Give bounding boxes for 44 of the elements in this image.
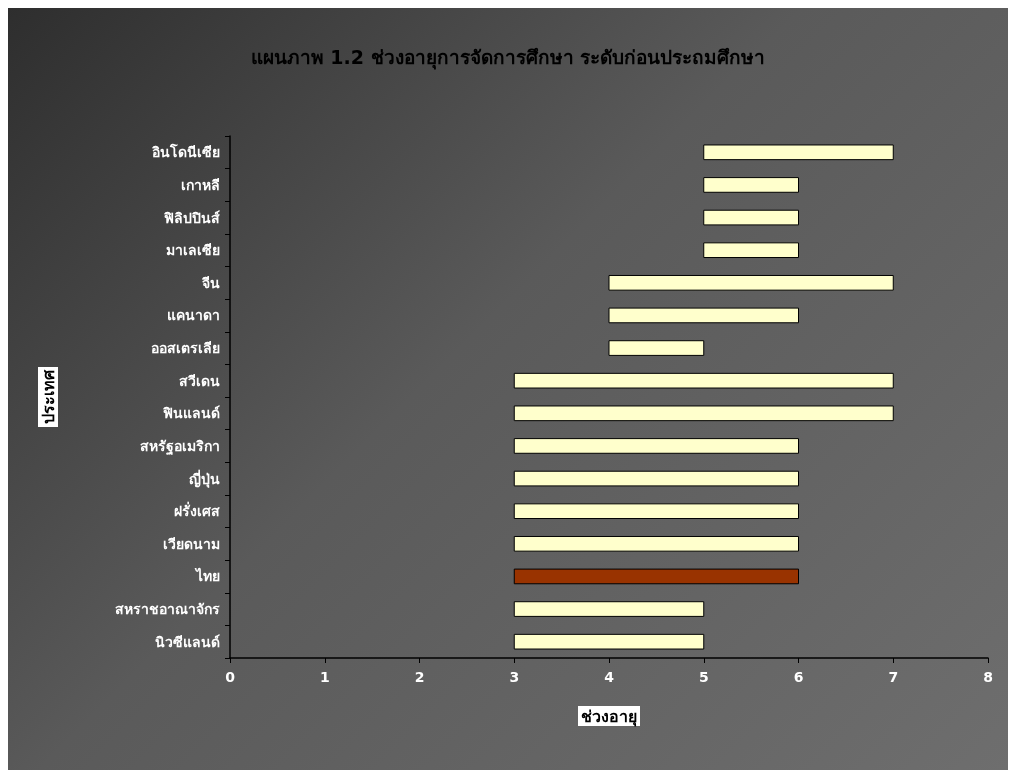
y-axis-title: ประเทศ <box>38 369 58 424</box>
y-tick-label: เกาหลี <box>181 176 220 193</box>
y-tick-label: ออสเตรเลีย <box>151 340 220 357</box>
x-tick-label: 3 <box>509 669 520 685</box>
y-tick-label: ไทย <box>194 567 220 585</box>
x-tick-label: 4 <box>604 669 615 685</box>
bar <box>703 242 799 259</box>
bar <box>703 144 894 161</box>
bar <box>513 568 799 585</box>
bar <box>608 307 799 324</box>
bar <box>608 340 705 356</box>
bar <box>513 372 894 389</box>
bar <box>513 503 799 520</box>
bar <box>513 601 705 617</box>
y-tick-label: ฟิลิปปินส์ <box>163 209 220 226</box>
chart-title: แผนภาพ 1.2 ช่วงอายุการจัดการศึกษา ระดับก่อนประถมศึกษา <box>250 45 766 70</box>
bar <box>513 405 894 422</box>
x-tick-label: 1 <box>319 669 330 685</box>
y-tick-label: เวียดนาม <box>163 535 220 552</box>
bar <box>513 633 705 650</box>
bar <box>608 274 894 291</box>
y-tick-label: ฟินแลนด์ <box>162 405 220 422</box>
bar <box>513 438 799 454</box>
y-tick-label: จีน <box>201 274 220 291</box>
x-axis-title: ช่วงอายุ <box>581 706 637 727</box>
y-tick-label: สหราชอาณาจักร <box>115 601 220 618</box>
bar <box>513 535 799 552</box>
x-tick-label: 2 <box>414 669 425 685</box>
bar <box>513 470 799 487</box>
x-tick-label: 7 <box>888 669 899 685</box>
y-tick-label: ญี่ปุ่น <box>189 468 220 488</box>
bar <box>703 209 799 226</box>
y-tick-label: อินโดนีเซีย <box>151 143 220 161</box>
y-tick-label: มาเลเซีย <box>166 242 220 259</box>
x-tick-label: 8 <box>983 669 993 685</box>
y-tick-label: ฝรั่งเศส <box>174 501 220 520</box>
y-tick-label: แคนาดา <box>167 307 220 324</box>
bar <box>703 177 799 193</box>
y-tick-label: สวีเดน <box>179 372 220 389</box>
y-tick-label: นิวซีแลนด์ <box>155 633 220 650</box>
x-tick-label: 6 <box>793 669 804 685</box>
x-tick-label: 0 <box>225 669 236 685</box>
x-tick-label: 5 <box>698 669 709 685</box>
y-tick-label: สหรัฐอเมริกา <box>140 437 220 456</box>
